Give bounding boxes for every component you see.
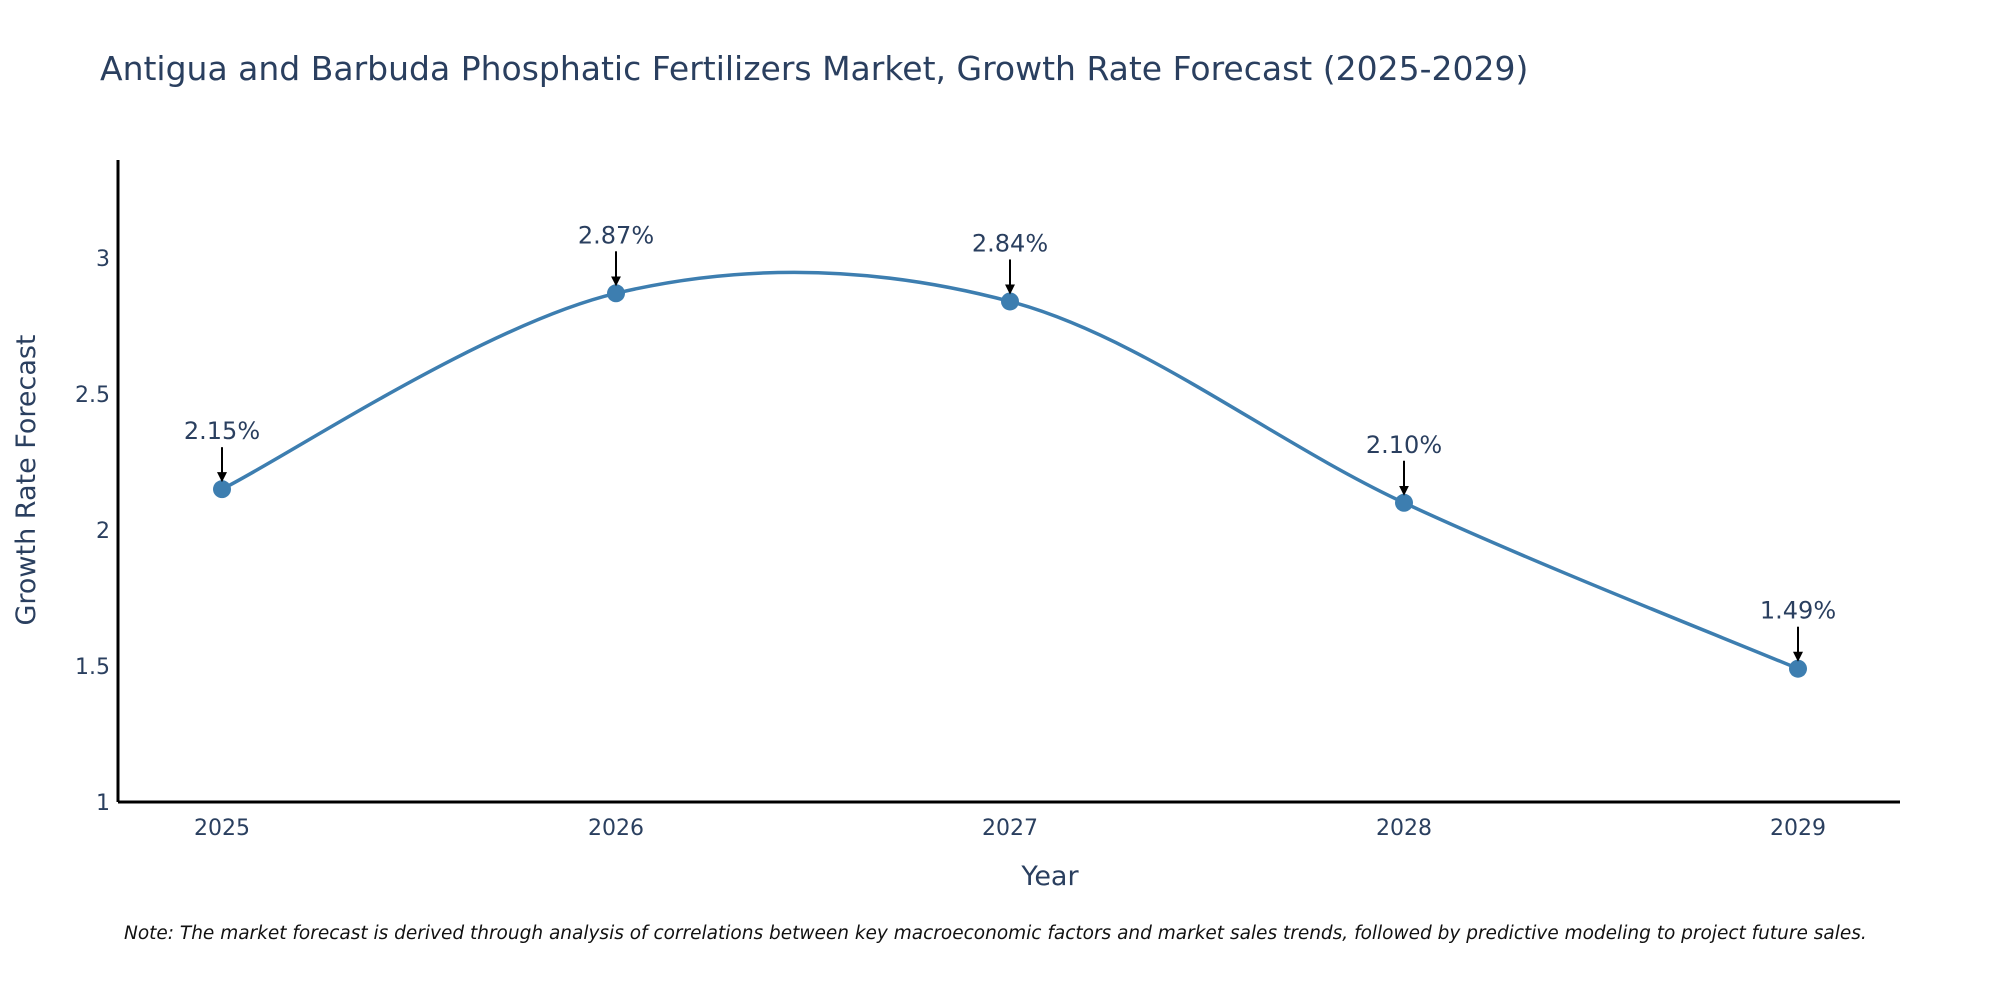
data-point xyxy=(1395,493,1413,512)
footnote: Note: The market forecast is derived thr… xyxy=(124,923,1867,944)
x-tick-label: 2027 xyxy=(982,816,1038,841)
series-line xyxy=(221,270,1799,671)
y-tick-label: 2 xyxy=(96,519,110,544)
data-label: 2.15% xyxy=(184,417,260,445)
x-tick-label: 2026 xyxy=(588,816,644,841)
y-axis-title: Growth Rate Forecast xyxy=(11,334,42,625)
data-label: 1.49% xyxy=(1760,597,1836,625)
data-label: 2.87% xyxy=(578,221,654,249)
data-point xyxy=(213,480,231,499)
x-tick-label: 2028 xyxy=(1376,816,1432,841)
x-axis-title: Year xyxy=(1020,861,1079,892)
chart-title: Antigua and Barbuda Phosphatic Fertilize… xyxy=(100,49,1528,88)
x-tick-label: 2029 xyxy=(1770,816,1826,841)
y-tick-label: 1.5 xyxy=(75,655,110,680)
data-label: 2.10% xyxy=(1366,431,1442,459)
y-tick-label: 3 xyxy=(96,247,110,272)
data-point xyxy=(607,284,625,303)
x-tick-label: 2025 xyxy=(194,816,250,841)
data-point xyxy=(1001,292,1019,311)
data-label: 2.84% xyxy=(972,229,1048,257)
y-tick-label: 1 xyxy=(96,791,110,816)
plot-area: 1 1.5 2 2.5 3 2025 2026 2027 2028 2029 2.15% 2.87% 2… xyxy=(75,160,1900,841)
y-tick-label: 2.5 xyxy=(75,383,110,408)
data-point xyxy=(1789,659,1807,678)
